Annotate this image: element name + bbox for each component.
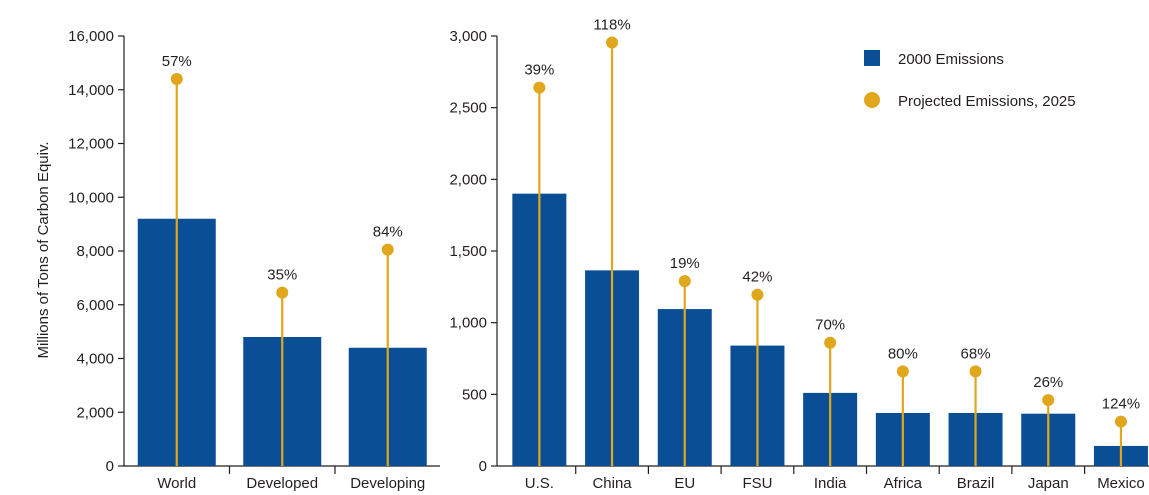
percent-change-label: 26% <box>1033 374 1063 391</box>
percent-change-label: 70% <box>815 317 845 334</box>
legend-label-2025: Projected Emissions, 2025 <box>898 93 1076 110</box>
projection-point-2025 <box>824 336 837 349</box>
legend-dot-swatch <box>864 92 880 108</box>
percent-change-label: 35% <box>267 267 297 284</box>
y-tick-label: 0 <box>479 458 487 475</box>
percent-change-label: 19% <box>670 255 700 272</box>
projection-point-2025 <box>896 365 909 378</box>
projection-point-2025 <box>276 286 289 299</box>
legend-label-2000: 2000 Emissions <box>898 51 1004 68</box>
percent-change-label: 39% <box>524 62 554 79</box>
y-tick-label: 4,000 <box>76 351 114 368</box>
x-category-label: China <box>592 475 632 492</box>
y-tick-label: 500 <box>462 386 487 403</box>
x-category-label: U.S. <box>525 475 554 492</box>
y-tick-label: 2,000 <box>449 171 487 188</box>
panel-regions: 0 2,000 4,000 6,000 8,000 10,000 12,000 14,000 1… <box>68 28 440 492</box>
legend: 2000 Emissions Projected Emissions, 2025 <box>864 50 1076 110</box>
y-tick-label: 2,500 <box>449 100 487 117</box>
projection-point-2025 <box>1114 415 1127 428</box>
projection-point-2025 <box>1042 394 1055 407</box>
projection-point-2025 <box>969 365 982 378</box>
x-category-label: FSU <box>742 475 772 492</box>
projection-point-2025 <box>751 288 764 301</box>
y-tick-label: 16,000 <box>68 28 114 45</box>
projection-point-2025 <box>606 36 619 49</box>
x-category-label: Brazil <box>957 475 995 492</box>
y-tick-label: 0 <box>106 458 114 475</box>
y-axis-title: Millions of Tons of Carbon Equiv. <box>35 141 52 358</box>
y-tick-label: 6,000 <box>76 297 114 314</box>
x-category-label: India <box>814 475 847 492</box>
legend-bar-swatch <box>864 50 880 66</box>
percent-change-label: 42% <box>742 269 772 286</box>
panel-countries: 0 500 1,000 1,500 2,000 2,500 3,000 39% U.S. 118%… <box>449 16 1149 492</box>
y-tick-label: 14,000 <box>68 82 114 99</box>
x-category-label: World <box>157 475 196 492</box>
percent-change-label: 57% <box>162 53 192 70</box>
y-tick-label: 10,000 <box>68 189 114 206</box>
y-tick-label: 8,000 <box>76 243 114 260</box>
y-tick-label: 1,500 <box>449 243 487 260</box>
percent-change-label: 84% <box>373 224 403 241</box>
percent-change-label: 68% <box>961 345 991 362</box>
percent-change-label: 80% <box>888 345 918 362</box>
x-category-label: Developing <box>350 475 425 492</box>
x-category-label: EU <box>674 475 695 492</box>
y-tick-label: 12,000 <box>68 136 114 153</box>
percent-change-label: 124% <box>1102 396 1140 413</box>
projection-point-2025 <box>170 73 183 85</box>
projection-point-2025 <box>678 275 691 288</box>
projection-point-2025 <box>533 81 546 94</box>
x-category-label: Japan <box>1028 475 1069 492</box>
percent-change-label: 118% <box>593 16 630 33</box>
x-category-label: Africa <box>884 475 923 492</box>
x-category-label: Developed <box>246 475 318 492</box>
y-tick-label: 3,000 <box>449 28 487 45</box>
x-category-label: Mexico <box>1097 475 1145 492</box>
projection-point-2025 <box>381 243 394 256</box>
y-tick-label: 2,000 <box>76 404 114 421</box>
y-tick-label: 1,000 <box>449 315 487 332</box>
